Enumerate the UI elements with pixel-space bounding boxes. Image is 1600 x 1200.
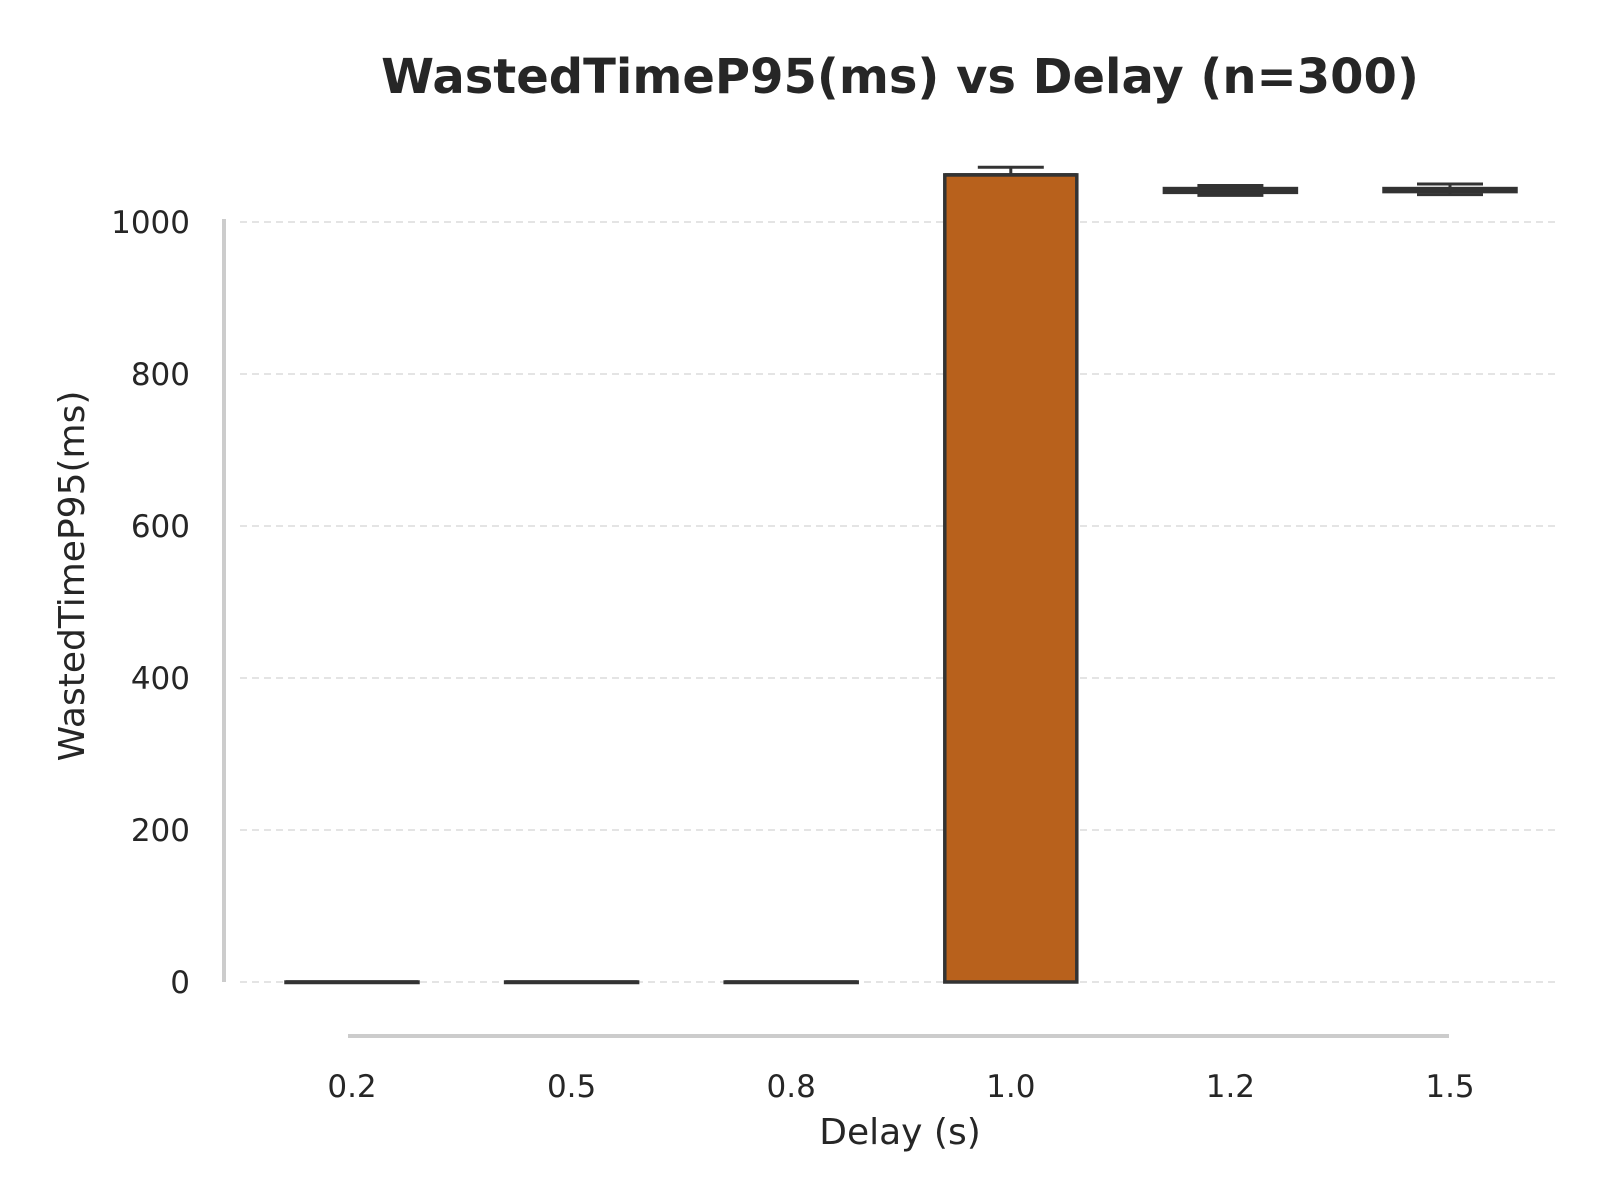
box-0.8 — [723, 980, 859, 985]
box-1.2 — [1162, 184, 1299, 197]
box-0.5 — [503, 980, 640, 985]
x-tick-label-0.2: 0.2 — [327, 1069, 376, 1105]
y-tick-label-800: 800 — [131, 357, 190, 393]
box-1.5 — [1382, 182, 1518, 197]
x-axis-label: Delay (s) — [819, 1112, 981, 1153]
chart-title: WastedTimeP95(ms) vs Delay (n=300) — [381, 49, 1419, 105]
box-0.2 — [284, 980, 420, 985]
y-tick-label-1000: 1000 — [111, 205, 190, 241]
box-plots — [284, 165, 1518, 985]
box-1.0 — [943, 165, 1079, 984]
y-tick-labels: 0 200 400 600 800 1000 — [111, 205, 190, 1001]
x-tick-labels: 0.2 0.5 0.8 1.0 1.2 1.5 — [327, 1069, 1474, 1105]
y-axis-label: WastedTimeP95(ms) — [52, 391, 93, 762]
x-tick-label-1.5: 1.5 — [1425, 1069, 1474, 1105]
y-tick-label-0: 0 — [170, 965, 190, 1001]
x-tick-label-0.8: 0.8 — [767, 1069, 816, 1105]
x-tick-label-1.0: 1.0 — [986, 1069, 1035, 1105]
y-tick-label-600: 600 — [131, 509, 190, 545]
y-tick-label-400: 400 — [131, 661, 190, 697]
grid — [240, 221, 1558, 983]
x-tick-label-0.5: 0.5 — [547, 1069, 596, 1105]
x-tick-label-1.2: 1.2 — [1206, 1069, 1255, 1105]
y-tick-label-200: 200 — [131, 813, 190, 849]
box-body — [943, 173, 1079, 984]
